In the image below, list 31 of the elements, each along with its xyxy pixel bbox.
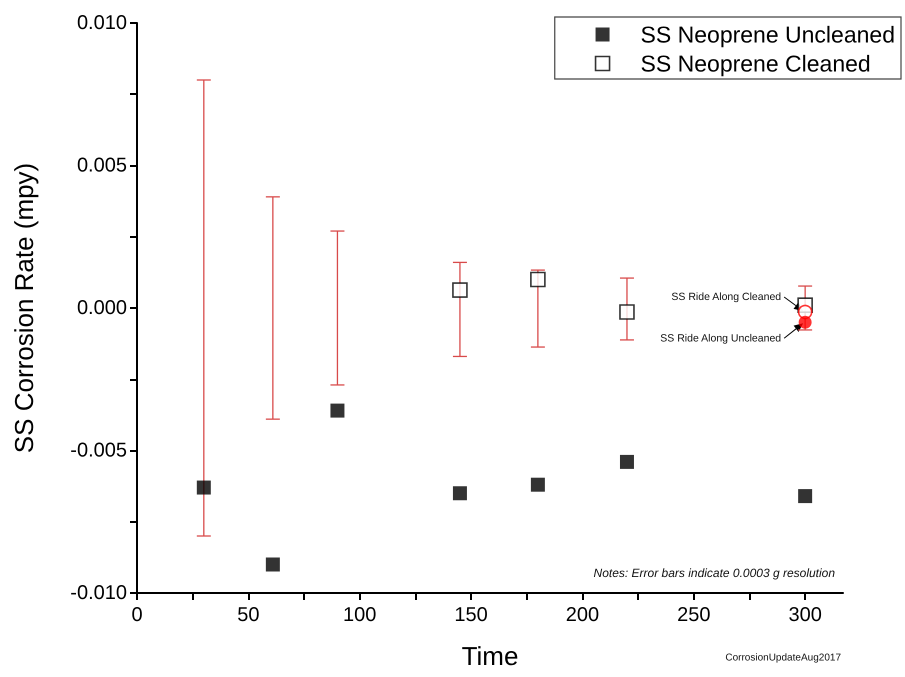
y-tick-label: -0.005 — [70, 440, 127, 462]
point — [798, 316, 812, 329]
point — [330, 404, 344, 418]
x-tick-label: 200 — [566, 604, 600, 626]
x-tick-label: 300 — [788, 604, 822, 626]
y-tick-label: -0.010 — [70, 582, 127, 604]
annotation: SS Ride Along Cleaned — [671, 290, 782, 303]
point — [452, 486, 467, 500]
x-axis-title: Time — [462, 641, 518, 671]
point — [619, 304, 635, 320]
point — [798, 489, 812, 504]
annotation: SS Ride Along Uncleaned — [660, 332, 782, 344]
annotation: Notes: Error bars indicate 0.0003 g resolution — [594, 566, 836, 580]
x-tick-label: 150 — [454, 604, 488, 626]
legend-label: SS Neoprene Cleaned — [640, 50, 871, 76]
legend-label: SS Neoprene Uncleaned — [640, 22, 896, 48]
y-tick-label: 0.005 — [76, 154, 127, 176]
y-axis-title: SS Corrosion Rate (mpy) — [9, 162, 39, 454]
text: CorrosionUpdateAug2017 — [725, 652, 842, 664]
point — [620, 454, 634, 469]
point — [530, 272, 546, 288]
point — [452, 282, 468, 298]
x-tick-label: 0 — [131, 604, 143, 626]
x-tick-label: 50 — [237, 604, 260, 626]
y-tick-label: 0.010 — [76, 12, 127, 34]
x-tick-label: 250 — [677, 604, 710, 626]
y-tick-label: 0.000 — [76, 297, 127, 319]
x-tick-label: 100 — [343, 604, 376, 626]
point — [266, 558, 280, 572]
point — [530, 478, 545, 492]
point — [196, 480, 211, 495]
